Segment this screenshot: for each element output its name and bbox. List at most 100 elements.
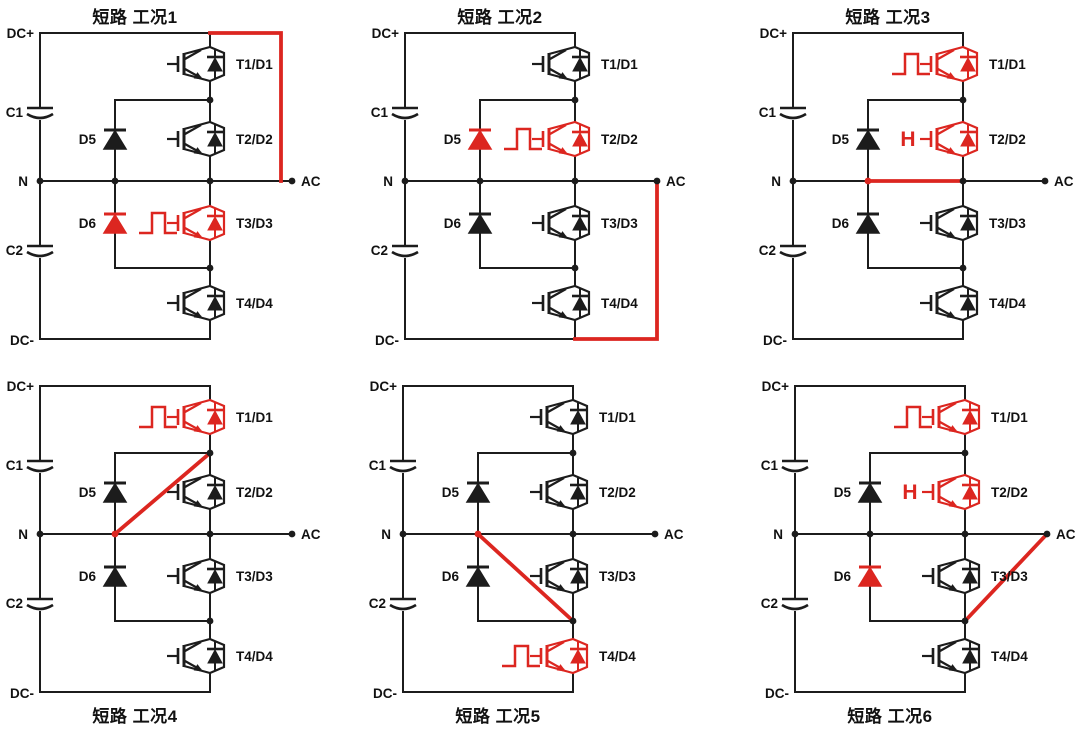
label-d6: D6 bbox=[79, 216, 97, 231]
label-c2: C2 bbox=[369, 596, 386, 611]
freewheel-diode bbox=[572, 215, 588, 231]
label-t4d4: T4/D4 bbox=[599, 649, 636, 664]
clamp-diode-d5 bbox=[102, 129, 128, 150]
clamp-diode-d6 bbox=[102, 213, 128, 234]
junction-dot bbox=[36, 177, 44, 185]
panel-title: 短路 工况4 bbox=[92, 707, 178, 726]
label-c2: C2 bbox=[6, 596, 23, 611]
emitter-arrow bbox=[558, 147, 569, 155]
emitter-arrow bbox=[948, 584, 959, 592]
freewheel-diode bbox=[207, 215, 223, 231]
emitter-arrow bbox=[556, 664, 567, 672]
short-circuit-path bbox=[475, 531, 576, 624]
junction-dot bbox=[36, 530, 44, 538]
label-n: N bbox=[381, 527, 391, 542]
label-d5: D5 bbox=[832, 132, 850, 147]
junction-dot bbox=[961, 449, 969, 457]
panel-title: 短路 工况2 bbox=[457, 8, 543, 27]
igbt-collector-lead bbox=[547, 561, 565, 572]
panel-short-circuit-case-3: 短路 工况3 H DC+ DC- C1 C2 N D5 D6 T1/D1 T2/D2 T3/D3 T4… bbox=[720, 0, 1080, 367]
emitter-arrow bbox=[558, 72, 569, 80]
igbt-body-outline bbox=[183, 398, 226, 436]
label-t4d4: T4/D4 bbox=[236, 296, 273, 311]
label-d5: D5 bbox=[834, 485, 852, 500]
label-c2: C2 bbox=[759, 243, 776, 258]
capacitor-plate bbox=[779, 250, 807, 258]
igbt-collector-lead bbox=[184, 288, 202, 299]
label-t2d2: T2/D2 bbox=[601, 132, 638, 147]
igbt-body-outline bbox=[548, 120, 591, 158]
label-d5: D5 bbox=[79, 485, 97, 500]
igbt-body-outline bbox=[548, 204, 591, 242]
label-c2: C2 bbox=[371, 243, 388, 258]
junction-dot bbox=[959, 177, 967, 185]
igbt-module-t4 bbox=[167, 637, 226, 675]
igbt-collector-lead bbox=[939, 641, 957, 652]
igbt-body-outline bbox=[548, 45, 591, 83]
junction-dot bbox=[399, 530, 407, 538]
freewheel-diode bbox=[962, 484, 978, 500]
capacitor-plate bbox=[389, 603, 417, 611]
igbt-collector-lead bbox=[549, 124, 567, 135]
freewheel-diode bbox=[572, 131, 588, 147]
label-t4d4: T4/D4 bbox=[989, 296, 1026, 311]
igbt-body-outline bbox=[183, 204, 226, 242]
junction-dot bbox=[569, 617, 577, 625]
igbt-body-outline bbox=[546, 557, 589, 595]
emitter-arrow bbox=[948, 664, 959, 672]
label-t1d1: T1/D1 bbox=[991, 410, 1028, 425]
freewheel-diode bbox=[572, 295, 588, 311]
junction-dot bbox=[206, 264, 214, 272]
panel-title: 短路 工况6 bbox=[847, 707, 933, 726]
igbt-body-outline bbox=[546, 637, 589, 675]
junction-dot bbox=[206, 449, 214, 457]
freewheel-diode bbox=[570, 648, 586, 664]
clamp-diode-d5 bbox=[857, 482, 883, 503]
igbt-body-outline bbox=[936, 45, 979, 83]
freewheel-diode bbox=[570, 484, 586, 500]
junction-dot bbox=[961, 530, 969, 538]
junction-dot bbox=[206, 177, 214, 185]
emitter-arrow bbox=[193, 664, 204, 672]
label-dc-plus: DC+ bbox=[7, 379, 34, 394]
label-t1d1: T1/D1 bbox=[236, 57, 273, 72]
igbt-module-t3 bbox=[920, 204, 979, 242]
igbt-collector-lead bbox=[547, 402, 565, 413]
igbt-collector-lead bbox=[184, 208, 202, 219]
label-d5: D5 bbox=[444, 132, 462, 147]
igbt-module-t1 bbox=[167, 45, 226, 83]
label-c1: C1 bbox=[369, 458, 387, 473]
junction-dot bbox=[206, 530, 214, 538]
junction-dot bbox=[866, 530, 874, 538]
freewheel-diode bbox=[207, 648, 223, 664]
junction-dot bbox=[288, 177, 296, 185]
junction-dot bbox=[571, 177, 579, 185]
junction-dot bbox=[111, 530, 119, 538]
igbt-collector-lead bbox=[549, 49, 567, 60]
label-dc-minus: DC- bbox=[375, 333, 399, 348]
label-c1: C1 bbox=[6, 458, 24, 473]
label-dc-plus: DC+ bbox=[7, 26, 34, 41]
igbt-collector-lead bbox=[184, 561, 202, 572]
short-circuit-path bbox=[112, 450, 213, 537]
igbt-collector-lead bbox=[939, 402, 957, 413]
label-d5: D5 bbox=[442, 485, 460, 500]
emitter-arrow bbox=[193, 311, 204, 319]
capacitor-plate bbox=[26, 112, 54, 120]
igbt-module-t2 bbox=[167, 120, 226, 158]
igbt-module-t2 bbox=[532, 120, 591, 158]
freewheel-diode bbox=[207, 484, 223, 500]
gate-pulse-icon bbox=[504, 127, 542, 151]
igbt-module-t3 bbox=[167, 557, 226, 595]
emitter-arrow bbox=[193, 72, 204, 80]
igbt-module-t4 bbox=[920, 284, 979, 322]
label-n: N bbox=[18, 527, 28, 542]
label-t3d3: T3/D3 bbox=[599, 569, 636, 584]
freewheel-diode bbox=[960, 295, 976, 311]
junction-dot bbox=[959, 96, 967, 104]
label-n: N bbox=[18, 174, 28, 189]
igbt-body-outline bbox=[936, 284, 979, 322]
igbt-body-outline bbox=[183, 557, 226, 595]
freewheel-diode bbox=[962, 648, 978, 664]
panel-title: 短路 工况5 bbox=[455, 707, 541, 726]
